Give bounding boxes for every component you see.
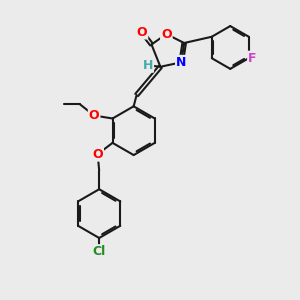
Text: O: O [161,28,172,40]
Text: N: N [176,56,186,69]
Text: O: O [92,148,103,161]
Text: F: F [248,52,256,65]
Text: O: O [137,26,147,38]
Text: O: O [89,109,99,122]
Text: Cl: Cl [92,245,106,258]
Text: H: H [143,59,153,72]
